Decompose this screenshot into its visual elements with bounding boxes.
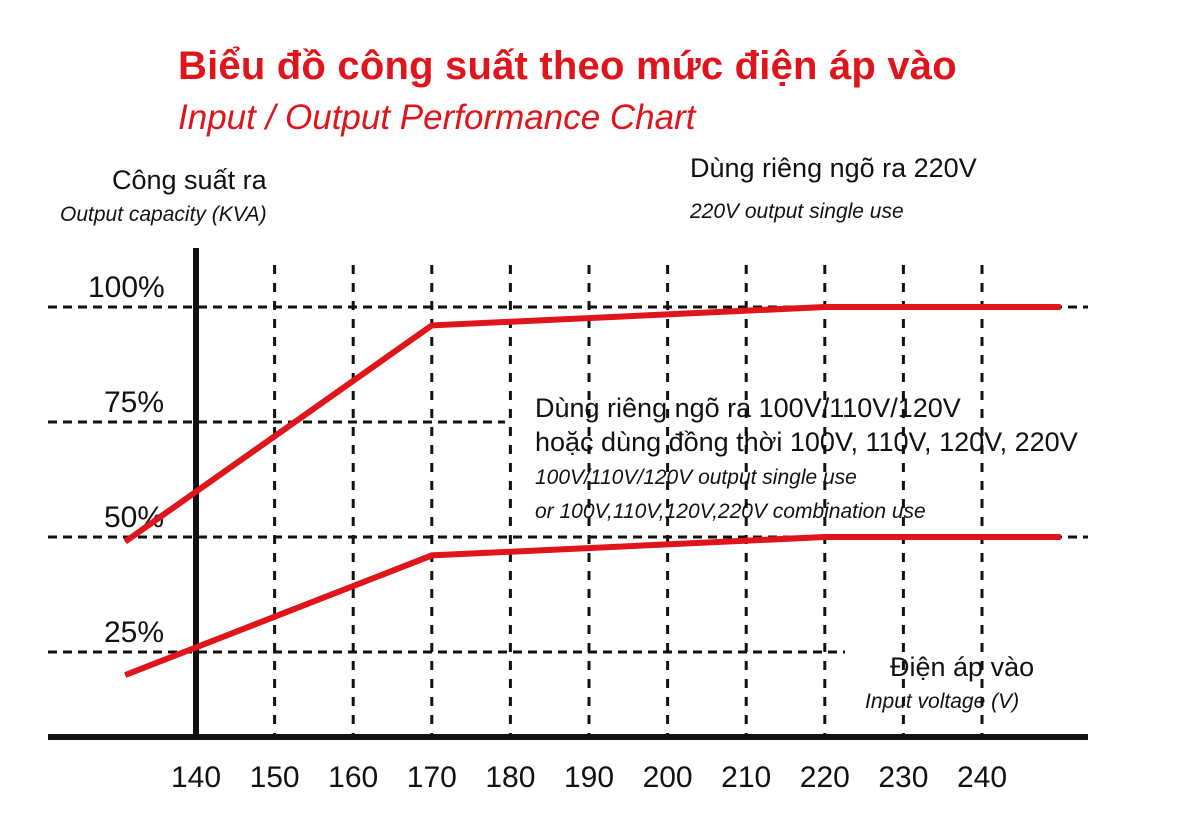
x-tick-label-160: 160 (328, 761, 378, 794)
chart-title: Biểu đồ công suất theo mức điện áp vào (178, 44, 957, 88)
series-220v-label-en: 220V output single use (690, 200, 904, 223)
series-1-point-1 (431, 324, 433, 326)
series-combo-label-en-line1: 100V/110V/120V output single use (535, 466, 857, 489)
x-axis-label-en: Input voltage (V) (865, 690, 1020, 713)
y-tick-label-100: 100% (88, 271, 165, 304)
y-tick-label-25: 25% (104, 616, 164, 649)
x-tick-label-170: 170 (407, 761, 457, 794)
series-2-point-2 (824, 536, 826, 538)
series-2-point-0 (124, 674, 126, 676)
series-combo-label-vi-line1: Dùng riêng ngõ ra 100V/110V/120V (535, 393, 961, 423)
x-axis-label-vi: Điện áp vào (890, 652, 1035, 682)
x-tick-label-210: 210 (721, 761, 771, 794)
series-combo-label-en-line2: or 100V,110V,120V,220V combination use (535, 500, 926, 523)
series-1-point-0 (124, 541, 126, 543)
series-line-1 (123, 304, 1061, 545)
series-220v-label-vi: Dùng riêng ngõ ra 220V (690, 153, 977, 183)
x-tick-label-190: 190 (564, 761, 614, 794)
x-tick-label-200: 200 (643, 761, 693, 794)
y-axis-label-vi: Công suất ra (112, 165, 267, 195)
series-combo-label-vi-line2: hoặc dùng đồng thời 100V, 110V, 120V, 22… (535, 427, 1078, 457)
y-tick-label-50: 50% (104, 501, 164, 534)
series-2-point-3 (1060, 536, 1062, 538)
y-axis-label-en: Output capacity (KVA) (60, 203, 267, 226)
series-1-point-3 (1060, 306, 1062, 308)
chart-subtitle: Input / Output Performance Chart (178, 98, 696, 137)
series-2-point-1 (431, 554, 433, 556)
x-tick-label-140: 140 (171, 761, 221, 794)
x-tick-label-180: 180 (485, 761, 535, 794)
x-tick-label-150: 150 (250, 761, 300, 794)
x-tick-label-220: 220 (800, 761, 850, 794)
x-tick-label-230: 230 (878, 761, 928, 794)
series-line-2 (124, 534, 1061, 678)
x-tick-label-240: 240 (957, 761, 1007, 794)
y-tick-label-75: 75% (104, 386, 164, 419)
series-1-point-2 (824, 306, 826, 308)
